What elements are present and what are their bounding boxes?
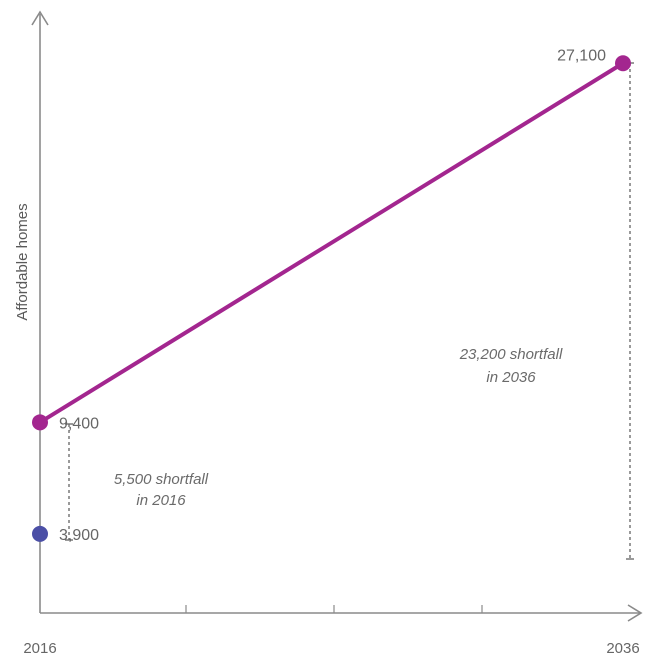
bracket-2036 [626,62,634,560]
x-tick-label-2016: 2016 [23,640,56,657]
x-axis-arrow [627,604,643,622]
data-label-0: 9,400 [59,415,99,432]
annotation-2036-line-1: 23,200 shortfall [459,346,563,363]
points-layer [32,55,631,542]
data-point-2 [32,525,48,542]
data-label-2: 3,900 [59,527,99,544]
x-tick-label-2036: 2036 [606,640,639,657]
bracket-2016 [65,423,73,541]
annotation-2036-line-2: in 2036 [486,369,536,386]
annotation-2016-line-2: in 2016 [136,492,186,509]
y-axis-title: Affordable homes [14,203,31,320]
series-line [38,61,625,425]
series-layer [38,61,625,425]
annotation-2016-line-1: 5,500 shortfall [114,471,209,488]
data-point-1 [615,55,631,72]
data-label-1: 27,100 [557,47,606,64]
labels-layer: 9,400 27,100 3,900 [59,47,606,544]
y-axis-arrow [31,10,49,26]
data-point-0 [32,414,48,431]
